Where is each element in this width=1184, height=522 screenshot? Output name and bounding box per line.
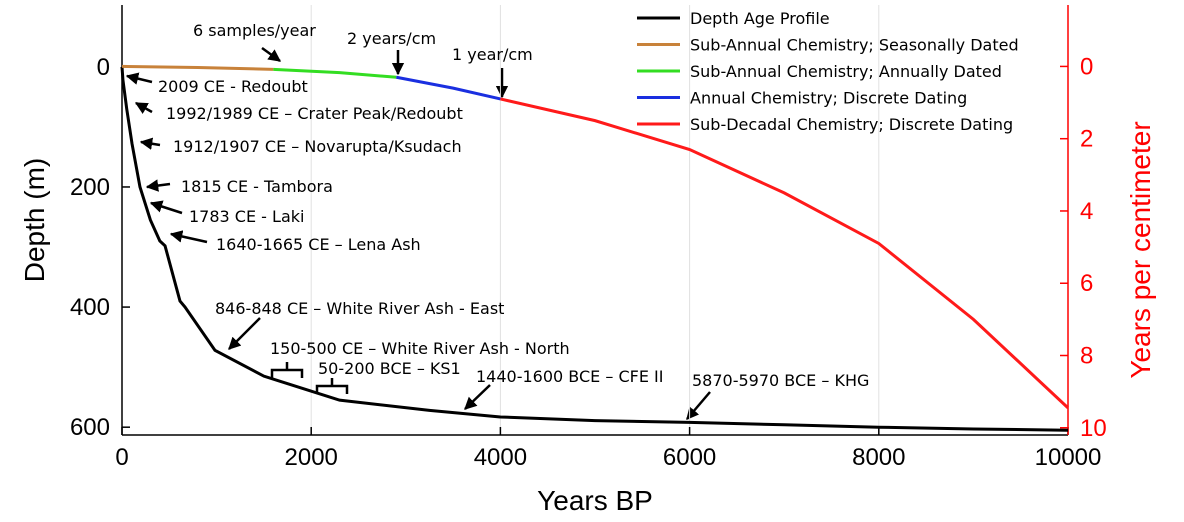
y2-tick-label: 0 (1080, 53, 1093, 80)
series-line (120, 66, 1069, 432)
annotation: 1815 CE - Tambora (181, 177, 333, 196)
x-axis-label: Years BP (537, 485, 653, 516)
annotation: 1912/1907 CE – Novarupta/Ksudach (173, 137, 462, 156)
y-tick-label: 200 (70, 174, 110, 201)
annotation: 2009 CE - Redoubt (158, 77, 308, 96)
annotation-arrows (125, 46, 711, 420)
y2-tick-label: 6 (1080, 270, 1093, 297)
y2-tick-label: 8 (1080, 343, 1093, 370)
annotation: 846-848 CE – White River Ash - East (215, 299, 504, 318)
legend-label: Sub-Decadal Chemistry; Discrete Dating (690, 115, 1013, 134)
annotation: 1440-1600 BCE – CFE II (476, 367, 663, 386)
annotation: 6 samples/year (193, 21, 316, 40)
series-line (500, 97, 1070, 409)
y-tick-label: 600 (70, 414, 110, 441)
series-line (396, 75, 501, 101)
y2-tick-label: 2 (1080, 126, 1093, 153)
x-tick-label: 4000 (474, 444, 527, 471)
x-tick-label: 6000 (663, 444, 716, 471)
y2-axis-label: Years per centimeter (1125, 121, 1156, 378)
series-line (273, 67, 397, 79)
y-axis-label: Depth (m) (19, 158, 50, 282)
x-tick-label: 10000 (1035, 444, 1102, 471)
annotation: 50-200 BCE – KS1 (318, 359, 461, 378)
annotation: 150-500 CE – White River Ash - North (270, 339, 570, 358)
legend-label: Sub-Annual Chemistry; Seasonally Dated (690, 36, 1019, 55)
x-tick-label: 0 (115, 444, 128, 471)
annotation: 5870-5970 BCE – KHG (692, 371, 869, 390)
y-tick-label: 0 (97, 54, 110, 81)
y2-tick-label: 4 (1080, 198, 1093, 225)
annotation: 1783 CE - Laki (189, 207, 304, 226)
y-tick-label: 400 (70, 294, 110, 321)
series-line (121, 64, 274, 71)
annotation: 2 years/cm (347, 29, 436, 48)
annotation: 1640-1665 CE – Lena Ash (216, 235, 421, 254)
legend-label: Sub-Annual Chemistry; Annually Dated (690, 62, 1002, 81)
x-tick-label: 8000 (852, 444, 905, 471)
legend-label: Annual Chemistry; Discrete Dating (690, 89, 967, 108)
annotation: 1 year/cm (452, 45, 533, 64)
legend-label: Depth Age Profile (690, 9, 830, 28)
y2-tick-label: 10 (1080, 415, 1107, 442)
x-tick-label: 2000 (285, 444, 338, 471)
annotation: 1992/1989 CE – Crater Peak/Redoubt (166, 104, 463, 123)
